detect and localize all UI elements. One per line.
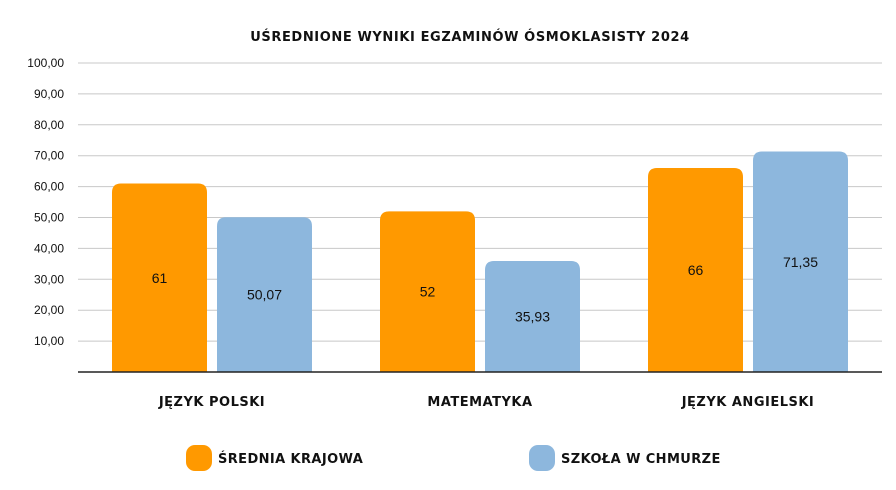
legend-swatch — [529, 445, 555, 471]
y-tick-label: 60,00 — [34, 180, 64, 194]
bar-srednia-krajowa — [112, 183, 207, 372]
y-tick-label: 50,00 — [34, 211, 64, 225]
data-label: 66 — [688, 262, 704, 278]
data-labels: 61 50,07 52 35,93 66 71,35 — [152, 254, 819, 325]
legend-item: SZKOŁA W CHMURZE — [529, 445, 721, 471]
bars — [112, 151, 848, 372]
legend-label: ŚREDNIA KRAJOWA — [218, 451, 363, 467]
legend-swatch — [186, 445, 212, 471]
bar-szkola-w-chmurze — [753, 151, 848, 372]
grid — [78, 62, 882, 342]
legend-label: SZKOŁA W CHMURZE — [561, 452, 721, 467]
y-tick-label: 20,00 — [34, 303, 64, 317]
bar-srednia-krajowa — [648, 168, 743, 372]
data-label: 52 — [420, 284, 436, 300]
x-category-label: JĘZYK POLSKI — [158, 395, 265, 410]
y-tick-label: 90,00 — [34, 87, 64, 101]
y-axis-ticks: 10,00 20,00 30,00 40,00 50,00 60,00 70,00 80,00… — [27, 56, 64, 348]
chart-title: UŚREDNIONE WYNIKI EGZAMINÓW ÓSMOKLASISTY… — [250, 29, 690, 45]
bar-szkola-w-chmurze — [485, 260, 580, 372]
legend-item: ŚREDNIA KRAJOWA — [186, 445, 363, 471]
x-category-label: JĘZYK ANGIELSKI — [681, 395, 815, 410]
bar-szkola-w-chmurze — [217, 217, 312, 372]
y-tick-label: 10,00 — [34, 334, 64, 348]
data-label: 71,35 — [783, 254, 818, 270]
data-label: 35,93 — [515, 308, 550, 324]
data-label: 61 — [152, 270, 168, 286]
y-tick-label: 80,00 — [34, 118, 64, 132]
y-tick-label: 70,00 — [34, 149, 64, 163]
bar-srednia-krajowa — [380, 211, 475, 372]
y-tick-label: 100,00 — [27, 56, 64, 70]
x-category-label: MATEMATYKA — [427, 395, 532, 410]
x-axis-categories: JĘZYK POLSKI MATEMATYKA JĘZYK ANGIELSKI — [158, 395, 814, 410]
y-tick-label: 30,00 — [34, 272, 64, 286]
legend: ŚREDNIA KRAJOWA SZKOŁA W CHMURZE — [186, 445, 721, 471]
y-tick-label: 40,00 — [34, 241, 64, 255]
data-label: 50,07 — [247, 287, 282, 303]
